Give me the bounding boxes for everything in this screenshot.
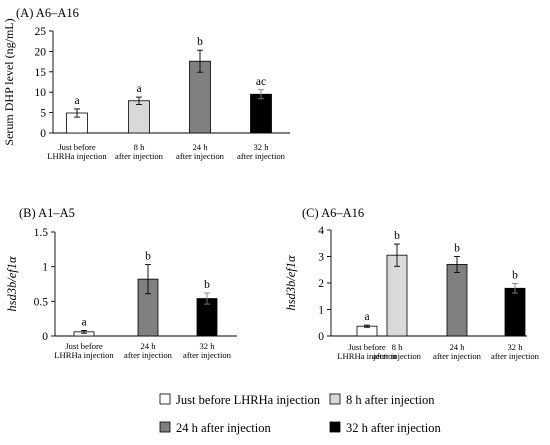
legend-label: 8 h after injection (346, 393, 435, 407)
significance-label: b (512, 270, 518, 282)
x-tick-label: after injection (176, 151, 225, 161)
legend-label: 24 h after injection (176, 421, 272, 435)
y-tick-label: 2 (318, 278, 324, 290)
significance-label: ac (256, 76, 266, 88)
y-tick-label: 0.5 (34, 296, 49, 308)
significance-label: b (454, 243, 460, 255)
y-tick-label: 4 (318, 225, 324, 237)
x-tick-label: 8 h (392, 342, 403, 352)
significance-label: b (197, 36, 203, 48)
bar (504, 287, 526, 337)
x-tick-label: 8 h (134, 142, 145, 152)
legend-label: Just before LHRHa injection (176, 393, 321, 407)
y-tick-label: 1 (42, 262, 48, 274)
chart-panel-1: (B) A1–A5 0 0.5 1 1.5 hsd3b/ef1α a Just beforeL… (5, 206, 237, 360)
legend: Just before LHRHa injection 8 h after inj… (159, 393, 442, 435)
y-tick-label: 3 (318, 252, 324, 264)
x-tick-label: 24 h (449, 342, 465, 352)
x-tick-label: Just before (348, 342, 386, 352)
y-tick-label: 5 (40, 108, 46, 120)
x-tick-label: LHRHa injection (337, 351, 397, 361)
chart-panel-0: (A) A6–A16 0 5 10 15 20 25 Serum DHP level (ng/… (2, 6, 290, 161)
bar (386, 254, 408, 337)
significance-label: a (364, 311, 369, 323)
y-tick-label: 20 (35, 46, 47, 58)
significance-label: a (81, 316, 86, 328)
y-tick-label: 0 (40, 128, 46, 140)
y-tick-label: 1 (318, 305, 324, 317)
x-tick-label: Just before (58, 142, 96, 152)
x-tick-label: Just before (65, 341, 103, 351)
y-tick-label: 15 (35, 67, 47, 79)
y-tick-label: 25 (35, 26, 47, 38)
y-tick-label: 10 (35, 87, 47, 99)
significance-label: b (204, 279, 210, 291)
y-tick-label: 1.5 (34, 227, 49, 239)
legend-swatch (329, 393, 341, 405)
significance-label: a (74, 95, 79, 107)
legend-swatch (329, 421, 341, 433)
x-tick-label: 32 h (507, 342, 523, 352)
significance-label: b (145, 251, 151, 263)
x-tick-label: LHRHa injection (47, 151, 107, 161)
x-tick-label: 32 h (253, 142, 269, 152)
y-axis-label: Serum DHP level (ng/mL) (2, 18, 16, 145)
y-tick-label: 0 (42, 331, 48, 343)
x-tick-label: after injection (183, 350, 232, 360)
y-axis-label: hsd3b/ef1α (284, 255, 298, 311)
x-tick-label: 24 h (192, 142, 208, 152)
x-tick-label: after injection (115, 151, 164, 161)
x-tick-label: after injection (491, 351, 540, 361)
x-tick-label: LHRHa injection (54, 350, 114, 360)
x-tick-label: after injection (124, 350, 173, 360)
y-tick-label: 0 (318, 331, 324, 343)
panel-title: (A) A6–A16 (16, 6, 79, 20)
bar (250, 93, 272, 134)
legend-swatch (159, 393, 171, 405)
panel-title: (B) A1–A5 (19, 206, 75, 220)
significance-label: a (136, 83, 141, 95)
panel-title: (C) A6–A16 (302, 206, 364, 220)
y-axis-label: hsd3b/ef1α (5, 256, 19, 312)
bar (128, 100, 150, 134)
legend-label: 32 h after injection (346, 421, 442, 435)
x-tick-label: after injection (373, 351, 422, 361)
x-tick-label: 24 h (140, 341, 156, 351)
chart-panel-2: (C) A6–A16 0 1 2 3 4 hsd3b/ef1α a Just beforeLHR… (284, 206, 540, 361)
x-tick-label: 32 h (199, 341, 215, 351)
bar (446, 264, 468, 337)
significance-label: b (394, 230, 400, 242)
x-tick-label: after injection (433, 351, 482, 361)
x-tick-label: after injection (237, 151, 286, 161)
legend-swatch (159, 421, 171, 433)
